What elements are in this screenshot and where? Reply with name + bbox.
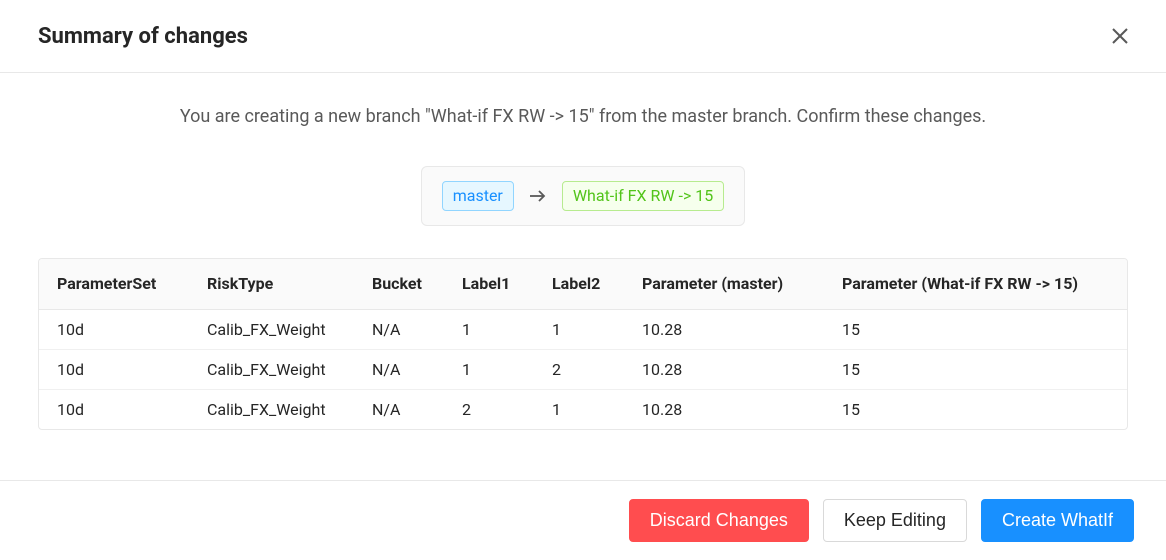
modal-body: You are creating a new branch "What-if F…: [0, 73, 1166, 430]
close-icon: [1111, 27, 1129, 45]
table-cell: N/A: [354, 389, 444, 429]
modal-header: Summary of changes: [0, 0, 1166, 73]
discard-changes-button[interactable]: Discard Changes: [629, 499, 809, 542]
table-cell: Calib_FX_Weight: [189, 389, 354, 429]
table-cell: 1: [444, 349, 534, 389]
close-button[interactable]: [1106, 22, 1134, 50]
table-cell: 1: [534, 389, 624, 429]
modal-footer: Discard Changes Keep Editing Create What…: [0, 480, 1166, 560]
table-header: ParameterSet RiskType Bucket Label1 Labe…: [39, 259, 1127, 309]
col-header-parameter-target: Parameter (What-if FX RW -> 15): [824, 259, 1127, 309]
arrow-right-icon: [528, 186, 548, 206]
source-branch-tag: master: [442, 181, 514, 211]
col-header-risktype: RiskType: [189, 259, 354, 309]
table-row: 10dCalib_FX_WeightN/A1110.2815: [39, 309, 1127, 349]
table-cell: 1: [444, 309, 534, 349]
branch-diagram: master What-if FX RW -> 15: [421, 166, 746, 226]
description-text: You are creating a new branch "What-if F…: [38, 103, 1128, 130]
table-cell: N/A: [354, 309, 444, 349]
target-branch-tag: What-if FX RW -> 15: [562, 181, 724, 211]
table-cell: 10d: [39, 389, 189, 429]
table-cell: 10.28: [624, 309, 824, 349]
col-header-bucket: Bucket: [354, 259, 444, 309]
table-cell: 15: [824, 349, 1127, 389]
table-cell: Calib_FX_Weight: [189, 349, 354, 389]
col-header-label2: Label2: [534, 259, 624, 309]
table-cell: 15: [824, 389, 1127, 429]
changes-table-container: ParameterSet RiskType Bucket Label1 Labe…: [38, 258, 1128, 430]
table-cell: 2: [444, 389, 534, 429]
table-row: 10dCalib_FX_WeightN/A1210.2815: [39, 349, 1127, 389]
table-cell: 15: [824, 309, 1127, 349]
table-cell: 10.28: [624, 349, 824, 389]
table-cell: N/A: [354, 349, 444, 389]
table-cell: 1: [534, 309, 624, 349]
col-header-label1: Label1: [444, 259, 534, 309]
modal-title: Summary of changes: [38, 24, 248, 49]
table-row: 10dCalib_FX_WeightN/A2110.2815: [39, 389, 1127, 429]
table-cell: 2: [534, 349, 624, 389]
keep-editing-button[interactable]: Keep Editing: [823, 499, 967, 542]
table-cell: Calib_FX_Weight: [189, 309, 354, 349]
col-header-parameter-master: Parameter (master): [624, 259, 824, 309]
changes-table: ParameterSet RiskType Bucket Label1 Labe…: [39, 259, 1127, 429]
table-cell: 10d: [39, 309, 189, 349]
table-body: 10dCalib_FX_WeightN/A1110.281510dCalib_F…: [39, 309, 1127, 429]
create-whatif-button[interactable]: Create WhatIf: [981, 499, 1134, 542]
table-cell: 10d: [39, 349, 189, 389]
col-header-parameterset: ParameterSet: [39, 259, 189, 309]
table-cell: 10.28: [624, 389, 824, 429]
